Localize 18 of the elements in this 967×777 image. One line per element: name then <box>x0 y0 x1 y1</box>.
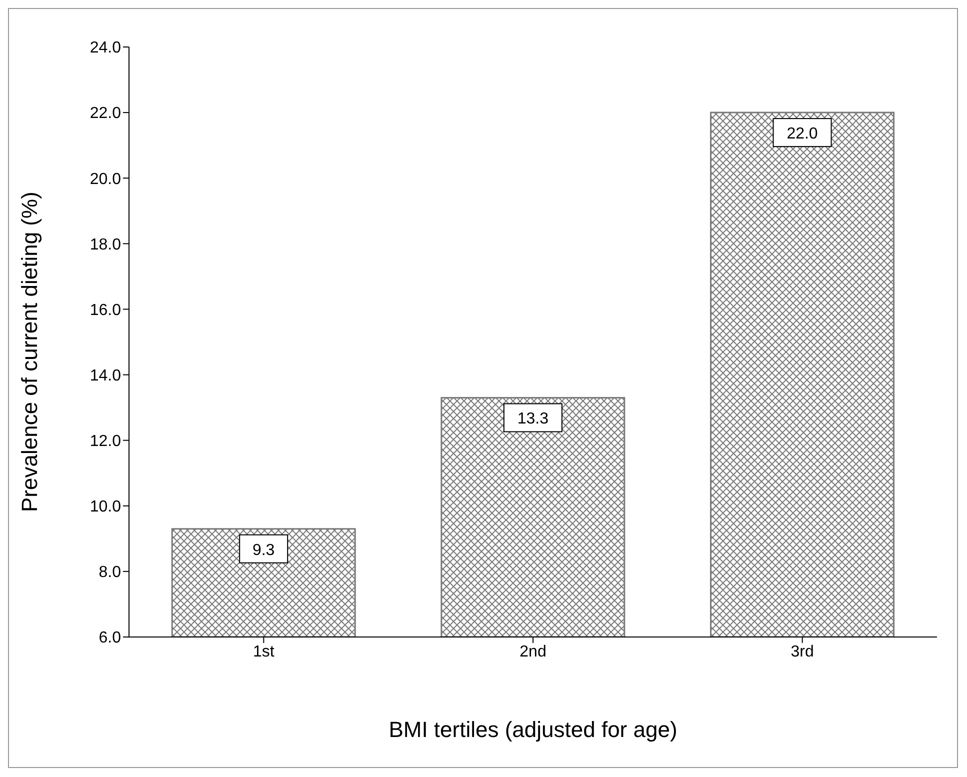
x-tick-label: 3rd <box>790 643 814 660</box>
y-tick-label: 8.0 <box>98 564 122 582</box>
data-label: 13.3 <box>517 410 549 428</box>
x-tick-label: 2nd <box>520 643 546 660</box>
y-tick-label: 22.0 <box>90 105 122 122</box>
data-label: 9.3 <box>252 542 275 559</box>
y-tick-label: 24.0 <box>90 40 122 57</box>
x-tick-label: 1st <box>252 643 275 660</box>
y-tick-label: 14.0 <box>90 367 122 384</box>
y-tick-label: 16.0 <box>90 302 122 319</box>
y-axis-title: Prevalence of current dieting (%) <box>16 192 42 512</box>
x-axis-title: BMI tertiles (adjusted for age) <box>388 717 678 742</box>
y-tick-label: 12.0 <box>90 433 122 450</box>
y-tick-label: 10.0 <box>90 498 122 516</box>
y-tick-label: 6.0 <box>98 630 122 647</box>
y-tick-label: 20.0 <box>90 170 122 188</box>
data-label: 22.0 <box>786 126 818 143</box>
y-tick-label: 18.0 <box>90 236 122 254</box>
